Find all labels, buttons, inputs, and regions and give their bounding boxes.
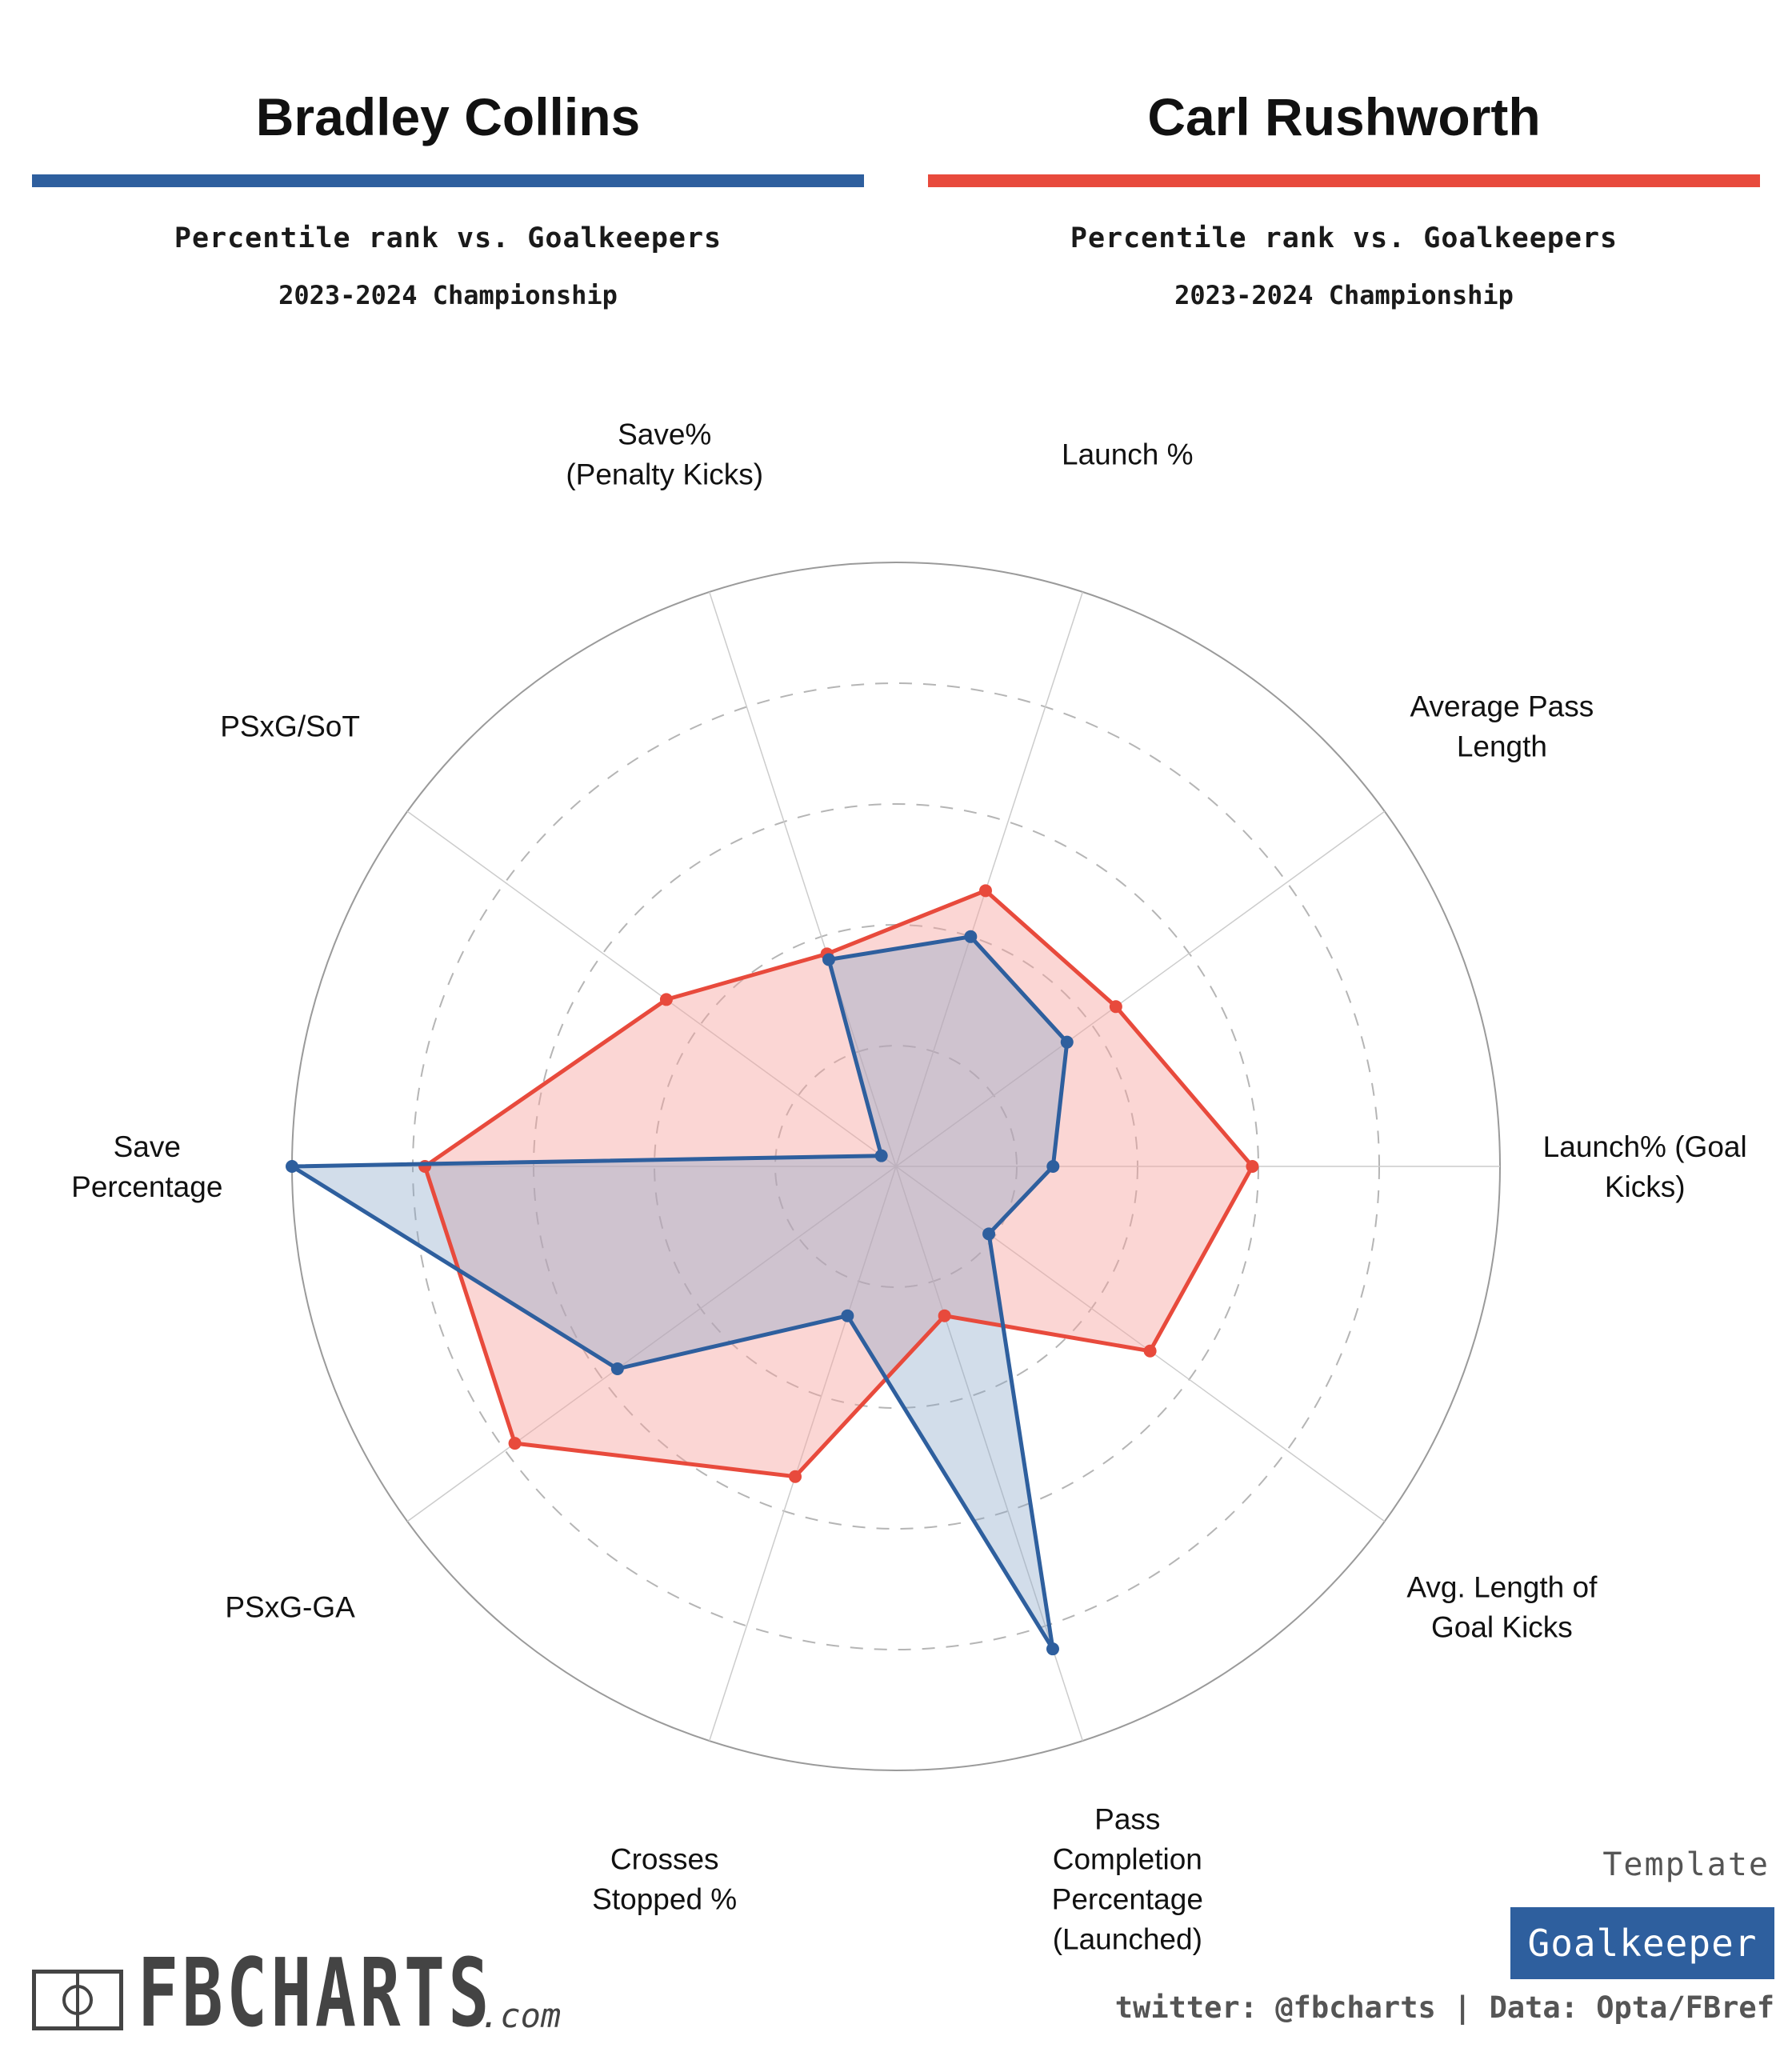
axis-label-10: Avg. Length of Goal Kicks <box>1406 1570 1598 1643</box>
axis-label-4: Save% (Penalty Kicks) <box>566 418 763 491</box>
data-point-carl-rushworth-7 <box>509 1437 522 1450</box>
data-point-carl-rushworth-10 <box>1144 1345 1157 1358</box>
data-point-carl-rushworth-3 <box>979 884 992 897</box>
data-point-bradley-collins-7 <box>611 1362 624 1375</box>
template-badge: Goalkeeper <box>1510 1907 1774 1979</box>
axis-label-5: PSxG/SoT <box>220 710 360 743</box>
axis-label-2: Average Pass Length <box>1410 690 1594 763</box>
logo-suffix: .com <box>480 1996 561 2035</box>
logo-text: FBCHARTS <box>138 1946 493 2040</box>
data-point-carl-rushworth-8 <box>789 1470 802 1483</box>
data-point-bradley-collins-8 <box>841 1310 854 1322</box>
axis-label-8: Crosses Stopped % <box>592 1842 737 1915</box>
data-point-carl-rushworth-5 <box>660 993 673 1006</box>
data-point-bradley-collins-2 <box>1061 1036 1074 1049</box>
data-point-bradley-collins-1 <box>1046 1160 1059 1173</box>
data-point-carl-rushworth-1 <box>1246 1160 1258 1173</box>
template-label: Template <box>1602 1846 1770 1883</box>
data-point-bradley-collins-9 <box>1046 1642 1059 1655</box>
data-point-bradley-collins-3 <box>964 930 977 943</box>
data-point-bradley-collins-4 <box>822 954 835 966</box>
axis-label-9: Pass Completion Percentage (Launched) <box>1052 1802 1203 1955</box>
axis-label-1: Launch% (Goal Kicks) <box>1543 1130 1747 1203</box>
credits: twitter: @fbcharts | Data: Opta/FBref <box>1115 1990 1774 2025</box>
fbcharts-logo: FBCHARTS .com <box>32 1946 630 2040</box>
axis-label-3: Launch % <box>1062 438 1194 471</box>
radar-chart: Launch% (Goal Kicks) Average Pass Length Lau… <box>0 0 1792 2048</box>
data-point-bradley-collins-5 <box>875 1150 888 1162</box>
axis-label-6: Save Percentage <box>71 1130 222 1203</box>
data-point-bradley-collins-10 <box>982 1227 995 1240</box>
axis-label-7: PSxG-GA <box>225 1590 355 1623</box>
data-point-bradley-collins-6 <box>286 1160 298 1173</box>
data-point-carl-rushworth-9 <box>938 1310 951 1322</box>
data-point-carl-rushworth-2 <box>1110 1000 1122 1013</box>
pitch-icon <box>32 1970 123 2030</box>
